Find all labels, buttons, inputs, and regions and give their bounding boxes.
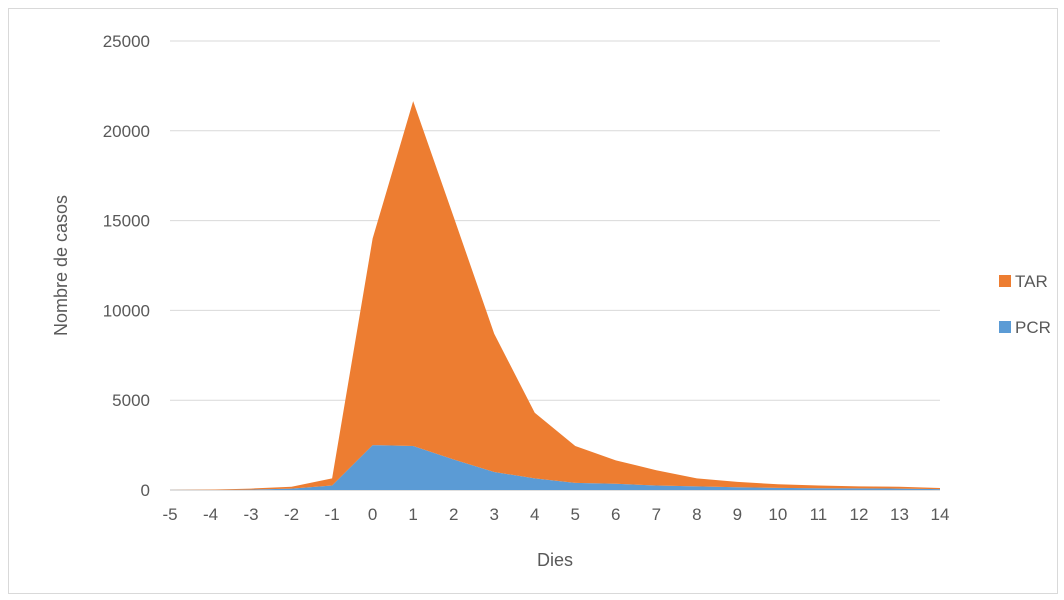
x-tick-label: -4 [203,505,218,524]
x-tick-label: -3 [243,505,258,524]
y-tick-label: 15000 [103,212,150,231]
x-tick-label: -2 [284,505,299,524]
series-area-tar [170,101,940,490]
legend-label-pcr: PCR [1015,318,1051,337]
x-tick-label: 6 [611,505,620,524]
legend-swatch-pcr [999,321,1011,333]
x-tick-label: 14 [931,505,950,524]
x-tick-label: 8 [692,505,701,524]
x-tick-label: 13 [890,505,909,524]
y-tick-label: 5000 [112,391,150,410]
x-tick-label: 10 [768,505,787,524]
x-tick-label: 11 [810,505,828,524]
x-tick-label: -5 [162,505,177,524]
x-tick-label: 3 [489,505,498,524]
y-tick-label: 0 [141,481,150,500]
x-tick-label: 0 [368,505,377,524]
y-tick-label: 10000 [103,301,150,320]
legend-label-tar: TAR [1015,272,1048,291]
x-tick-label: -1 [325,505,340,524]
x-axis-title: Dies [537,550,573,570]
y-tick-label: 20000 [103,122,150,141]
series-area-pcr [170,445,940,490]
x-tick-label: 1 [408,505,417,524]
x-tick-label: 12 [849,505,868,524]
x-tick-label: 7 [652,505,661,524]
y-axis-title: Nombre de casos [51,195,71,336]
x-tick-label: 4 [530,505,539,524]
x-tick-label: 5 [571,505,580,524]
legend-swatch-tar [999,275,1011,287]
chart-frame: 0 5000 10000 15000 20000 25000 -5 -4 -3 -2 -1 0 1 2 3… [8,8,1058,594]
x-tick-label: 9 [733,505,742,524]
x-tick-label: 2 [449,505,458,524]
y-tick-label: 25000 [103,32,150,51]
